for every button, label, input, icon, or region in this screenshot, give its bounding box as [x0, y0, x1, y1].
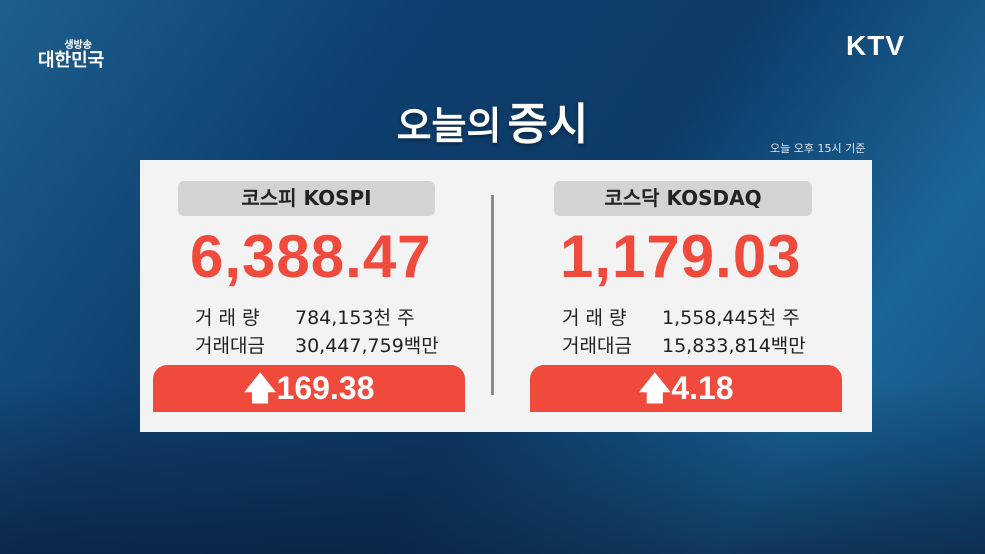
market-card: 코스피 KOSPI 6,388.47 거 래 량 784,153천 주 거래대금 3… [140, 160, 872, 432]
amount-label: 거래대금 [562, 335, 632, 357]
kosdaq-label: 코스닥 KOSDAQ [554, 181, 812, 216]
title-part1: 오늘의 [396, 104, 502, 148]
kosdaq-panel: 코스닥 KOSDAQ 1,179.03 거 래 량 1,558,445천 주 거래… [528, 160, 858, 432]
kospi-label: 코스피 KOSPI [178, 181, 435, 216]
kosdaq-volume: 1,558,445천 주 [662, 307, 800, 329]
divider [491, 195, 494, 395]
kospi-change-value: 169.38 [276, 370, 375, 406]
kospi-volume-row: 거 래 량 784,153천 주 [195, 303, 415, 330]
kosdaq-amount: 15,833,814백만 [662, 335, 806, 357]
volume-label: 거 래 량 [562, 307, 627, 329]
kospi-amount: 30,447,759백만 [295, 335, 439, 357]
kosdaq-change: 🡅4.18 [530, 365, 842, 412]
arrow-up-icon: 🡅 [243, 370, 277, 406]
kospi-change: 🡅169.38 [153, 365, 465, 412]
kospi-amount-row: 거래대금 30,447,759백만 [195, 331, 439, 358]
ktv-logo: KTV [846, 30, 905, 61]
program-small-text: 생방송 [64, 40, 92, 51]
volume-label: 거 래 량 [195, 307, 260, 329]
kosdaq-value: 1,179.03 [560, 223, 802, 290]
program-logo: 생방송 대한민국 [38, 40, 104, 71]
title-part2: 증시 [507, 99, 589, 150]
timestamp: 오늘 오후 15시 기준 [770, 142, 866, 155]
kospi-value: 6,388.47 [190, 223, 432, 290]
page-title: 오늘의 증시 [0, 88, 985, 152]
kospi-volume: 784,153천 주 [295, 307, 415, 329]
arrow-up-icon: 🡅 [638, 370, 672, 406]
kospi-panel: 코스피 KOSPI 6,388.47 거 래 량 784,153천 주 거래대금 3… [150, 160, 480, 432]
amount-label: 거래대금 [195, 335, 265, 357]
program-big-text: 대한민국 [38, 50, 105, 71]
kosdaq-change-value: 4.18 [671, 370, 734, 406]
kosdaq-volume-row: 거 래 량 1,558,445천 주 [562, 303, 800, 330]
kosdaq-amount-row: 거래대금 15,833,814백만 [562, 331, 806, 358]
